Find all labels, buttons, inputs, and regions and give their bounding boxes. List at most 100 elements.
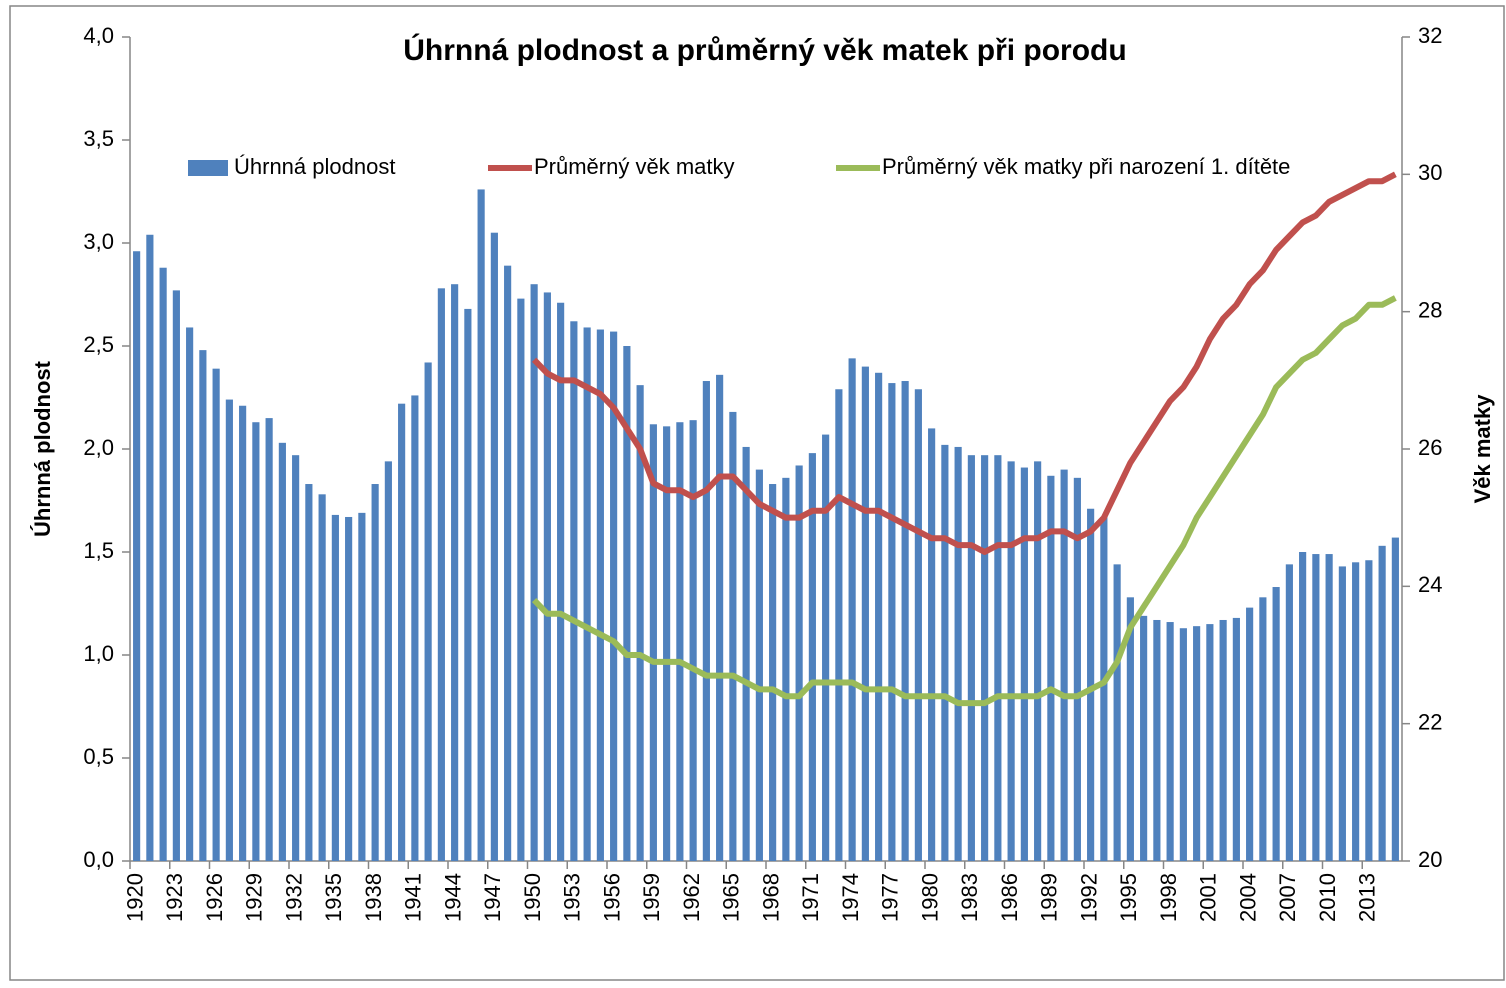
bar (636, 385, 644, 861)
bar (1007, 461, 1015, 861)
bar (729, 411, 737, 861)
bar (928, 428, 936, 861)
bar (371, 484, 379, 861)
bar (464, 308, 472, 861)
bar (901, 381, 909, 861)
bar (146, 234, 154, 861)
bar (1179, 628, 1187, 861)
bar (543, 292, 551, 861)
bar (1100, 516, 1108, 861)
x-tick-label: 1977 (878, 873, 903, 922)
x-tick-label: 1956 (599, 873, 624, 922)
bar (1272, 587, 1280, 861)
x-tick-label: 1980 (917, 873, 942, 922)
bar (1391, 537, 1399, 861)
y-tick-label: 2,5 (83, 332, 114, 357)
bar (186, 327, 194, 862)
bar (1232, 617, 1240, 861)
bar (848, 358, 856, 861)
bar (941, 444, 949, 861)
y-tick-label: 4,0 (83, 23, 114, 48)
legend-swatch (188, 160, 228, 176)
bar (649, 424, 657, 861)
x-tick-label: 2001 (1196, 873, 1221, 922)
x-tick-label: 1968 (758, 873, 783, 922)
bar (1153, 619, 1161, 861)
bar (504, 265, 512, 861)
bar (623, 346, 631, 861)
y-axis-label: Úhrnná plodnost (30, 360, 55, 537)
bar (1113, 564, 1121, 861)
bar (225, 399, 233, 861)
bar (1338, 566, 1346, 861)
bar (1020, 467, 1028, 861)
bar (411, 395, 419, 861)
bar (1365, 560, 1373, 861)
x-tick-label: 1935 (321, 873, 346, 922)
x-tick-label: 2004 (1235, 873, 1260, 922)
bar (1034, 461, 1042, 861)
bar (769, 484, 777, 861)
x-tick-label: 1998 (1156, 873, 1181, 922)
bar (1312, 554, 1320, 861)
bar (1246, 607, 1254, 861)
bar (331, 514, 339, 861)
bar (1193, 626, 1201, 861)
legend-label: Úhrnná plodnost (234, 154, 395, 179)
y-tick-label: 0,5 (83, 744, 114, 769)
y-tick-label: 3,0 (83, 229, 114, 254)
bar (596, 329, 604, 861)
bar (875, 372, 883, 861)
y-tick-label: 1,5 (83, 538, 114, 563)
bar (278, 442, 286, 861)
y2-tick-label: 32 (1418, 23, 1442, 48)
bar (1047, 475, 1055, 861)
bar (888, 383, 896, 861)
bar (199, 350, 207, 861)
bar (398, 403, 406, 861)
x-tick-label: 2013 (1355, 873, 1380, 922)
x-tick-label: 1983 (957, 873, 982, 922)
bar (1060, 469, 1068, 861)
bar (570, 321, 578, 861)
bar (1087, 508, 1095, 861)
line (531, 295, 1397, 707)
bar (318, 494, 326, 861)
bar (1219, 619, 1227, 861)
x-tick-label: 1989 (1037, 873, 1062, 922)
bar (292, 455, 300, 861)
bar (437, 288, 445, 861)
y2-tick-label: 30 (1418, 160, 1442, 185)
bar (716, 374, 724, 861)
x-tick-label: 1953 (560, 873, 585, 922)
bar (252, 422, 260, 861)
bar (702, 381, 710, 861)
bar (914, 389, 922, 861)
x-tick-label: 1926 (202, 873, 227, 922)
bar (954, 446, 962, 861)
bar (742, 446, 750, 861)
bar (676, 422, 684, 861)
x-tick-label: 1929 (242, 873, 267, 922)
bar (451, 284, 459, 861)
bar (755, 469, 763, 861)
x-tick-label: 1932 (281, 873, 306, 922)
bar (835, 389, 843, 861)
bar (1378, 545, 1386, 861)
bar (782, 477, 790, 861)
bar (808, 453, 816, 861)
bar (1259, 597, 1267, 861)
bar (1206, 624, 1214, 861)
bar (822, 434, 830, 861)
bar (1352, 562, 1360, 861)
bar (795, 465, 803, 861)
bar (424, 362, 432, 861)
x-tick-label: 2007 (1275, 873, 1300, 922)
bar (265, 418, 273, 861)
bar (610, 331, 618, 862)
bar (861, 366, 869, 861)
x-tick-label: 1938 (361, 873, 386, 922)
bar (1166, 622, 1174, 861)
legend-label: Průměrný věk matky při narození 1. dítět… (882, 154, 1290, 179)
x-tick-label: 1995 (1116, 873, 1141, 922)
